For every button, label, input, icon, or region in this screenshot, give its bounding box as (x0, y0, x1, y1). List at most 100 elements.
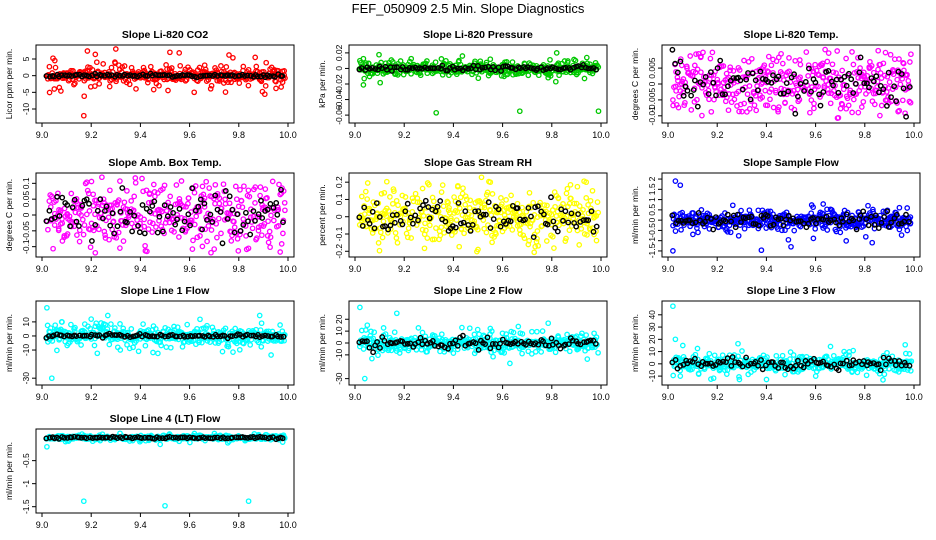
data-point (471, 331, 478, 338)
reference-point (364, 338, 370, 345)
data-point (476, 331, 482, 338)
reference-point (462, 65, 469, 71)
data-point (543, 238, 550, 244)
data-point (257, 184, 264, 190)
data-point (197, 233, 203, 239)
reference-point (825, 68, 832, 74)
reference-point (487, 225, 494, 231)
data-point (389, 58, 396, 65)
reference-point (815, 216, 821, 222)
data-point (203, 178, 210, 185)
reference-point (535, 203, 541, 210)
y-tick-label: -10 (21, 103, 31, 116)
y-tick-label: -10 (334, 348, 344, 361)
data-point (385, 208, 392, 214)
reference-point (98, 72, 105, 79)
data-point (364, 196, 371, 202)
data-point (406, 58, 413, 65)
y-tick-label: -0.02 (334, 74, 344, 94)
data-point (150, 349, 156, 356)
data-point (257, 327, 264, 333)
reference-point (88, 331, 95, 338)
reference-point (747, 360, 754, 367)
data-point (268, 352, 274, 358)
data-point (825, 90, 832, 96)
data-point (481, 333, 488, 340)
reference-point (738, 219, 744, 226)
data-point (265, 239, 272, 246)
reference-point (447, 65, 453, 71)
data-point (555, 195, 562, 202)
data-point (156, 82, 162, 89)
data-point (247, 342, 254, 348)
data-point (426, 222, 433, 229)
x-axis: 9.0 9.2 9.4 9.6 9.8 10.0 (349, 257, 610, 274)
y-axis: -10-505 (21, 56, 36, 115)
x-tick-label: 9.2 (711, 130, 724, 140)
data-point (361, 75, 368, 82)
data-point (744, 91, 751, 98)
y-tick-label: 0 (334, 340, 344, 345)
data-point (249, 225, 256, 232)
data-point (278, 241, 285, 247)
data-point (167, 344, 174, 351)
data-point (55, 227, 62, 234)
y-tick-label: -0.01 (647, 106, 657, 126)
outlier-point (393, 310, 400, 317)
data-point (450, 350, 457, 356)
reference-point (393, 64, 400, 71)
reference-point (522, 216, 528, 223)
reference-point (244, 72, 251, 79)
data-point (854, 68, 860, 75)
reference-point (841, 73, 848, 80)
reference-point (557, 66, 564, 73)
reference-point (557, 345, 564, 352)
reference-point (729, 354, 736, 360)
reference-point (119, 185, 126, 191)
data-point (520, 232, 527, 239)
x-tick-label: 9.0 (36, 130, 49, 140)
data-point (253, 63, 260, 70)
reference-point (835, 367, 842, 374)
reference-point (426, 215, 433, 222)
reference-point (258, 197, 264, 204)
reference-point (549, 64, 556, 71)
reference-point (805, 220, 812, 227)
data-point (885, 94, 891, 100)
data-point (729, 91, 736, 98)
data-point (104, 326, 111, 332)
y-tick-label: -0.5 (647, 223, 657, 238)
data-point (727, 67, 733, 74)
reference-point (863, 216, 870, 222)
reference-point (498, 68, 504, 74)
outlier-point (679, 342, 686, 349)
data-point (521, 235, 528, 242)
reference-point (366, 220, 373, 227)
data-point (830, 69, 837, 76)
data-point (567, 181, 574, 188)
data-point (153, 224, 159, 230)
data-point (484, 189, 491, 196)
reference-point (482, 211, 489, 218)
reference-point (73, 218, 80, 225)
data-point (890, 71, 897, 78)
data-point (904, 71, 910, 78)
data-point (574, 183, 581, 190)
reference-point (795, 218, 802, 225)
reference-point (674, 69, 681, 76)
data-point (493, 231, 499, 237)
data-point (201, 204, 208, 210)
reference-point (785, 212, 792, 219)
reference-point (264, 206, 271, 213)
reference-point (743, 354, 749, 361)
data-point (772, 87, 779, 94)
data-point (871, 101, 878, 108)
x-tick-label: 9.6 (496, 392, 509, 402)
data-point (773, 352, 780, 359)
data-point (850, 61, 857, 68)
reference-point (724, 355, 731, 362)
x-tick-label: 9.0 (662, 264, 675, 274)
data-point (218, 230, 224, 237)
reference-point (550, 218, 557, 225)
